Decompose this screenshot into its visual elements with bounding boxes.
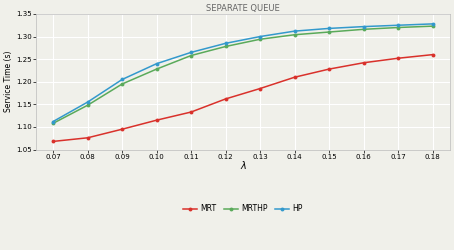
MRT [430, 53, 435, 56]
HP [292, 30, 297, 32]
HP [50, 120, 56, 123]
MRT [361, 61, 366, 64]
MRTHP [430, 25, 435, 28]
MRTHP [257, 38, 263, 41]
HP [188, 51, 194, 54]
HP [361, 25, 366, 28]
MRT [188, 110, 194, 114]
MRTHP [326, 30, 332, 34]
MRT [85, 136, 90, 139]
MRTHP [292, 33, 297, 36]
HP [119, 78, 125, 81]
MRT [395, 57, 401, 60]
MRTHP [50, 122, 56, 125]
MRT [257, 87, 263, 90]
HP [395, 24, 401, 27]
HP [154, 62, 159, 65]
MRTHP [188, 54, 194, 57]
MRT [154, 119, 159, 122]
X-axis label: λ: λ [240, 161, 246, 171]
MRTHP [395, 26, 401, 29]
MRTHP [361, 28, 366, 31]
MRTHP [223, 45, 228, 48]
MRT [223, 98, 228, 100]
Line: MRT: MRT [51, 53, 434, 143]
MRTHP [154, 68, 159, 70]
Legend: MRT, MRTHP, HP: MRT, MRTHP, HP [180, 201, 305, 216]
MRT [50, 140, 56, 143]
MRTHP [85, 104, 90, 107]
Title: SEPARATE QUEUE: SEPARATE QUEUE [206, 4, 280, 13]
HP [223, 42, 228, 45]
HP [430, 22, 435, 26]
HP [257, 35, 263, 38]
Line: HP: HP [51, 22, 434, 124]
Y-axis label: Service Time (s): Service Time (s) [4, 51, 13, 112]
MRT [326, 68, 332, 70]
MRT [292, 76, 297, 79]
HP [326, 27, 332, 30]
MRT [119, 128, 125, 131]
MRTHP [119, 82, 125, 86]
HP [85, 100, 90, 103]
Line: MRTHP: MRTHP [51, 24, 434, 125]
